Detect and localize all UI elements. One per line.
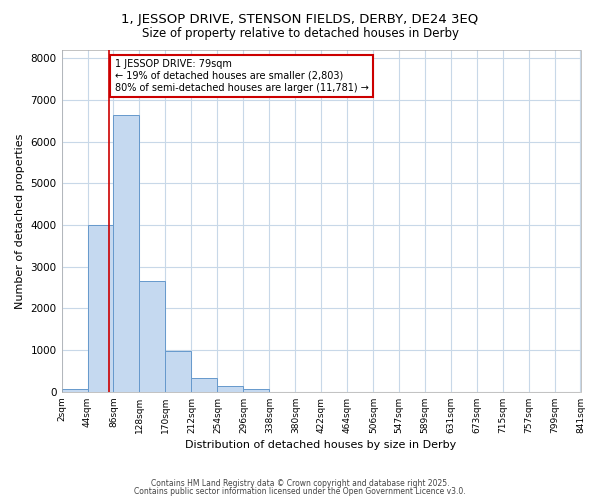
Bar	[217, 386, 244, 392]
Bar	[88, 224, 113, 392]
Text: Contains HM Land Registry data © Crown copyright and database right 2025.: Contains HM Land Registry data © Crown c…	[151, 478, 449, 488]
Y-axis label: Number of detached properties: Number of detached properties	[15, 133, 25, 308]
Text: 1, JESSOP DRIVE, STENSON FIELDS, DERBY, DE24 3EQ: 1, JESSOP DRIVE, STENSON FIELDS, DERBY, …	[121, 12, 479, 26]
Bar	[166, 351, 191, 392]
Bar	[113, 115, 139, 392]
Text: Size of property relative to detached houses in Derby: Size of property relative to detached ho…	[142, 28, 458, 40]
Text: 1 JESSOP DRIVE: 79sqm
← 19% of detached houses are smaller (2,803)
80% of semi-d: 1 JESSOP DRIVE: 79sqm ← 19% of detached …	[115, 60, 368, 92]
X-axis label: Distribution of detached houses by size in Derby: Distribution of detached houses by size …	[185, 440, 457, 450]
Text: Contains public sector information licensed under the Open Government Licence v3: Contains public sector information licen…	[134, 487, 466, 496]
Bar	[62, 388, 88, 392]
Bar	[244, 390, 269, 392]
Bar	[191, 378, 217, 392]
Bar	[139, 281, 166, 392]
